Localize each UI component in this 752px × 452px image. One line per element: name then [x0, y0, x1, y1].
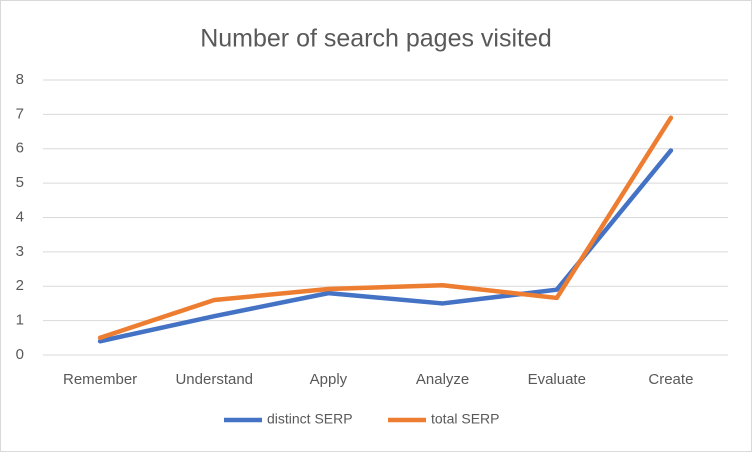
y-tick-label: 5 [16, 174, 24, 191]
y-tick-label: 2 [16, 277, 24, 294]
x-tick-label: Evaluate [528, 371, 586, 388]
y-tick-label: 1 [16, 312, 24, 329]
x-tick-label: Create [648, 371, 693, 388]
x-tick-label: Apply [310, 371, 348, 388]
y-tick-label: 6 [16, 140, 24, 157]
y-tick-label: 4 [16, 208, 24, 225]
x-tick-label: Analyze [416, 371, 469, 388]
legend-label: total SERP [431, 411, 499, 427]
y-tick-label: 3 [16, 243, 24, 260]
x-tick-label: Understand [175, 371, 253, 388]
chart-title: Number of search pages visited [200, 25, 552, 53]
series-line [97, 115, 674, 341]
x-tick-label: Remember [63, 371, 137, 388]
y-tick-label: 7 [16, 105, 24, 122]
y-tick-label: 8 [16, 71, 24, 88]
legend-label: distinct SERP [267, 411, 353, 427]
y-tick-label: 0 [16, 346, 24, 363]
